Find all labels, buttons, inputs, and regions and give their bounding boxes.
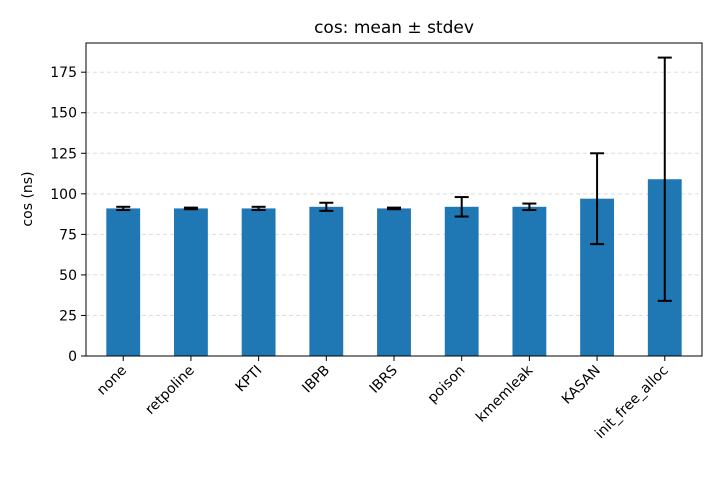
y-tick-label: 175 bbox=[50, 65, 77, 81]
bar-retpoline bbox=[174, 208, 208, 356]
y-tick-label: 0 bbox=[68, 349, 77, 365]
y-axis-label: cos (ns) bbox=[20, 171, 36, 226]
error-bars bbox=[116, 56, 672, 302]
y-tick-label: 125 bbox=[50, 146, 77, 162]
bar-KPTI bbox=[241, 208, 276, 356]
bar-poison bbox=[444, 206, 479, 356]
bar-none bbox=[106, 208, 141, 356]
bar-IBRS bbox=[377, 208, 411, 356]
y-tick-label: 150 bbox=[50, 106, 77, 122]
y-tick-label: 100 bbox=[50, 187, 77, 203]
chart-title: cos: mean ± stdev bbox=[314, 18, 474, 38]
bar-kmemleak bbox=[512, 206, 547, 356]
bar-IBPB bbox=[309, 206, 344, 356]
y-tick-label: 75 bbox=[59, 227, 77, 243]
y-tick-label: 50 bbox=[59, 268, 77, 284]
y-ticks: 0 25 50 75 100 125 150 175 bbox=[50, 65, 86, 365]
y-tick-label: 25 bbox=[59, 308, 77, 324]
